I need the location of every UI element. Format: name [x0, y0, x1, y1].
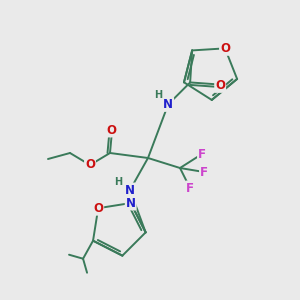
Text: N: N: [125, 184, 135, 196]
Text: N: N: [163, 98, 173, 111]
Text: O: O: [215, 79, 225, 92]
Text: H: H: [154, 90, 162, 100]
Text: H: H: [114, 177, 122, 187]
Text: F: F: [198, 148, 206, 160]
Text: O: O: [93, 202, 103, 215]
Text: O: O: [220, 42, 230, 55]
Text: F: F: [186, 182, 194, 194]
Text: F: F: [200, 166, 208, 178]
Text: O: O: [106, 124, 116, 136]
Text: N: N: [126, 196, 136, 210]
Text: O: O: [85, 158, 95, 172]
